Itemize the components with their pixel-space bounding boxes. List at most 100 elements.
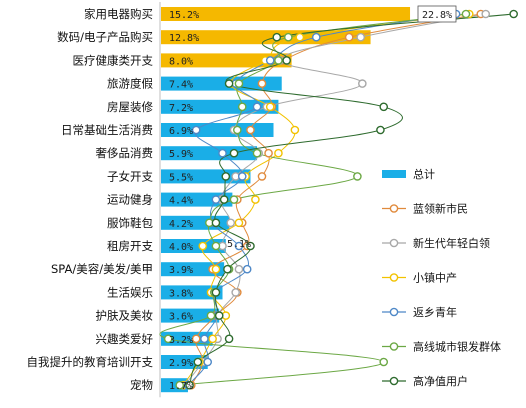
legend-swatch-bar: [382, 170, 406, 178]
bar-value-label: 4.4%: [169, 196, 193, 207]
legend-swatch-marker: [389, 204, 399, 213]
series-point: [203, 357, 213, 367]
series-point: [252, 148, 262, 158]
series-point: [379, 357, 389, 367]
series-point: [211, 195, 221, 204]
series-point: [234, 264, 244, 274]
series-point: [282, 56, 291, 65]
legend-label: 总计: [413, 167, 435, 181]
series-point: [208, 334, 217, 344]
series-point: [211, 264, 221, 274]
series-point: [379, 102, 389, 112]
series-point: [185, 380, 194, 390]
series-point: [200, 334, 209, 344]
category-label: 子女开支: [107, 169, 153, 183]
category-label: 服饰鞋包: [107, 216, 153, 230]
category-label: 自我提升的教育培训开支: [27, 355, 154, 369]
legend-label: 蓝领新市民: [413, 202, 468, 216]
series-point: [214, 311, 224, 320]
series-point: [311, 32, 321, 42]
series-line: [159, 13, 467, 386]
series-point: [163, 334, 173, 344]
series-point: [257, 172, 267, 181]
series-point: [481, 9, 491, 19]
series-point: [344, 32, 354, 42]
series-point: [290, 125, 300, 135]
category-label: 数码/电子产品购买: [57, 30, 153, 44]
series-point: [246, 125, 255, 135]
category-label: 宠物: [130, 378, 153, 392]
series-point: [376, 125, 385, 135]
series-point: [211, 288, 221, 297]
category-label: 医疗健康类开支: [73, 53, 154, 67]
legend-swatch-marker: [389, 238, 399, 248]
series-point: [257, 79, 267, 88]
bar-value-label: 1.7%: [169, 381, 193, 392]
bar: [161, 76, 282, 91]
series-point: [175, 380, 185, 390]
category-label: 护肤及美妆: [96, 309, 154, 323]
series-point: [274, 148, 283, 158]
lines-group: [159, 9, 518, 390]
legend-label: 返乡青年: [413, 305, 457, 319]
bar-value-label: 3.8%: [169, 288, 193, 299]
series-point: [224, 334, 234, 344]
series-point: [265, 56, 275, 65]
callout-label: 5.1%: [227, 239, 251, 250]
category-label: 生活娱乐: [107, 285, 153, 299]
series-point: [509, 9, 518, 19]
bar-value-label: 15.2%: [169, 10, 199, 21]
bar-value-label: 5.9%: [169, 149, 193, 160]
series-point: [191, 334, 201, 344]
legend-label: 小镇中产: [413, 271, 457, 285]
series-point: [264, 148, 273, 158]
bar-value-label: 7.2%: [169, 103, 193, 114]
category-label: 租房开支: [107, 239, 153, 253]
series-point: [191, 125, 201, 135]
series-point: [242, 264, 252, 274]
legend-swatch-marker: [389, 273, 399, 282]
series-point: [251, 195, 260, 204]
bar-value-label: 7.4%: [169, 80, 193, 91]
series-point: [234, 241, 244, 251]
category-label: 奢侈品消费: [96, 146, 154, 160]
series-point: [229, 195, 239, 204]
series-point: [234, 79, 244, 88]
callout-label: 22.8%: [422, 10, 452, 21]
series-point: [233, 125, 242, 135]
legend-label: 高净值用户: [413, 374, 468, 388]
bar: [161, 285, 223, 300]
legend-swatch-marker: [389, 342, 399, 351]
bar-value-label: 3.2%: [169, 335, 193, 346]
series-point: [193, 357, 203, 367]
series-point: [211, 241, 221, 251]
category-label: 兴趣类爱好: [96, 332, 154, 346]
series-point: [226, 218, 236, 228]
series-point: [353, 172, 362, 181]
series-point: [206, 311, 216, 320]
category-label: 家用电器购买: [84, 7, 153, 21]
series-point: [237, 172, 247, 181]
series-point: [223, 264, 232, 274]
bar-value-label: 4.0%: [169, 242, 193, 253]
legend-swatch-marker: [389, 307, 399, 317]
series-point: [246, 241, 255, 251]
series-point: [229, 148, 239, 158]
series-line: [187, 13, 457, 386]
series-point: [231, 288, 240, 297]
bar-value-label: 12.8%: [169, 33, 199, 44]
bar: [161, 262, 225, 277]
legend-label: 新生代年轻白领: [413, 236, 490, 250]
bar: [161, 331, 213, 346]
axis-group: 家用电器购买数码/电子产品购买医疗健康类开支旅游度假房屋装修日常基础生活消费奢侈…: [27, 2, 161, 398]
series-point: [461, 9, 471, 19]
category-label: 日常基础生活消费: [61, 123, 153, 137]
bar-value-label: 2.9%: [169, 358, 193, 369]
series-point: [358, 79, 367, 88]
series-point: [211, 218, 221, 228]
series-point: [356, 32, 365, 42]
series-point: [218, 148, 227, 158]
series-point: [272, 32, 282, 42]
